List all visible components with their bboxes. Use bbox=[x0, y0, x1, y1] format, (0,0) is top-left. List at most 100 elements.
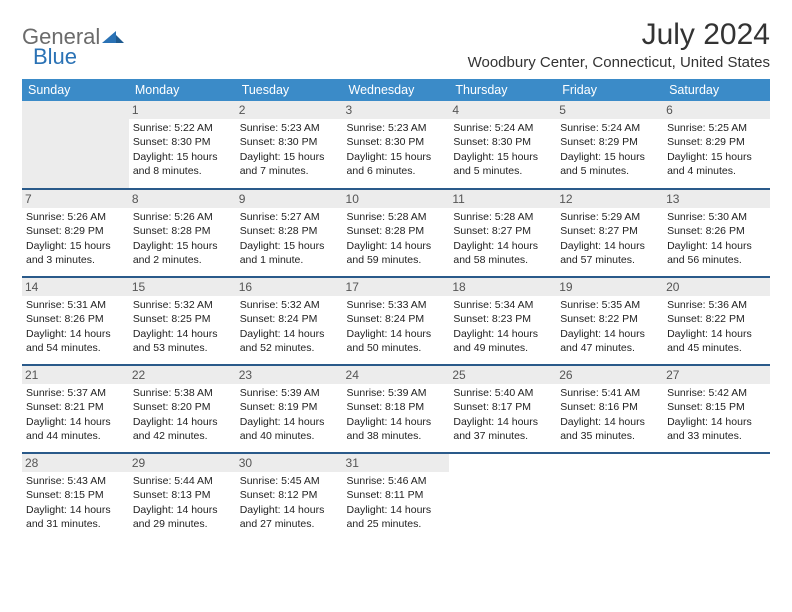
day-number: 29 bbox=[129, 454, 236, 472]
day-number: 15 bbox=[129, 278, 236, 296]
cell-text: and 5 minutes. bbox=[560, 164, 659, 178]
cell-text: Sunrise: 5:32 AM bbox=[240, 298, 339, 312]
cell-text: Daylight: 14 hours bbox=[667, 239, 766, 253]
cell-text: Sunrise: 5:36 AM bbox=[667, 298, 766, 312]
cell-text: Sunset: 8:30 PM bbox=[347, 135, 446, 149]
cell-text: and 58 minutes. bbox=[453, 253, 552, 267]
cell-text: Daylight: 14 hours bbox=[560, 327, 659, 341]
day-number: 3 bbox=[343, 101, 450, 119]
cell-text: Daylight: 14 hours bbox=[347, 415, 446, 429]
cell-text: and 6 minutes. bbox=[347, 164, 446, 178]
cell-text: Sunset: 8:27 PM bbox=[453, 224, 552, 238]
cell-text: Daylight: 15 hours bbox=[240, 150, 339, 164]
day-number: 4 bbox=[449, 101, 556, 119]
cell-text: Daylight: 14 hours bbox=[667, 327, 766, 341]
calendar-cell: 20 Sunrise: 5:36 AMSunset: 8:22 PMDayligh… bbox=[663, 277, 770, 365]
cell-text: Sunset: 8:23 PM bbox=[453, 312, 552, 326]
cell-text: and 5 minutes. bbox=[453, 164, 552, 178]
cell-text: Sunrise: 5:39 AM bbox=[240, 386, 339, 400]
cell-text: and 29 minutes. bbox=[133, 517, 232, 531]
cell-text: and 44 minutes. bbox=[26, 429, 125, 443]
cell-text: Sunset: 8:26 PM bbox=[26, 312, 125, 326]
cell-text: Sunrise: 5:30 AM bbox=[667, 210, 766, 224]
cell-text: and 8 minutes. bbox=[133, 164, 232, 178]
calendar-week-row: 1Sunrise: 5:22 AMSunset: 8:30 PMDaylight… bbox=[22, 101, 770, 189]
day-number: 20 bbox=[663, 278, 770, 296]
month-year: July 2024 bbox=[468, 18, 770, 52]
cell-text: and 1 minute. bbox=[240, 253, 339, 267]
day-number: 28 bbox=[22, 454, 129, 472]
calendar-cell: 7Sunrise: 5:26 AMSunset: 8:29 PMDaylight… bbox=[22, 189, 129, 277]
cell-text: Sunset: 8:29 PM bbox=[560, 135, 659, 149]
cell-text: Daylight: 14 hours bbox=[347, 239, 446, 253]
weekday-header: Saturday bbox=[663, 79, 770, 101]
cell-text: Daylight: 15 hours bbox=[133, 150, 232, 164]
cell-text: Daylight: 14 hours bbox=[240, 327, 339, 341]
cell-text: Sunrise: 5:29 AM bbox=[560, 210, 659, 224]
day-number: 1 bbox=[129, 101, 236, 119]
day-number: 9 bbox=[236, 190, 343, 208]
cell-text: Sunset: 8:25 PM bbox=[133, 312, 232, 326]
cell-text: Sunset: 8:28 PM bbox=[347, 224, 446, 238]
cell-text: and 2 minutes. bbox=[133, 253, 232, 267]
cell-text: and 40 minutes. bbox=[240, 429, 339, 443]
day-number: 24 bbox=[343, 366, 450, 384]
day-number: 27 bbox=[663, 366, 770, 384]
cell-text: Sunset: 8:15 PM bbox=[667, 400, 766, 414]
calendar-cell: 10Sunrise: 5:28 AMSunset: 8:28 PMDayligh… bbox=[343, 189, 450, 277]
day-number: 13 bbox=[663, 190, 770, 208]
cell-text: Daylight: 14 hours bbox=[560, 415, 659, 429]
cell-text: Sunset: 8:22 PM bbox=[667, 312, 766, 326]
weekday-header: Tuesday bbox=[236, 79, 343, 101]
day-number: 18 bbox=[449, 278, 556, 296]
cell-text: and 33 minutes. bbox=[667, 429, 766, 443]
cell-text: Sunrise: 5:23 AM bbox=[347, 121, 446, 135]
cell-text: Daylight: 14 hours bbox=[133, 327, 232, 341]
day-number: 21 bbox=[22, 366, 129, 384]
cell-text: Daylight: 14 hours bbox=[26, 415, 125, 429]
title-block: July 2024 Woodbury Center, Connecticut, … bbox=[468, 18, 770, 71]
day-number: 8 bbox=[129, 190, 236, 208]
calendar-cell: 17Sunrise: 5:33 AMSunset: 8:24 PMDayligh… bbox=[343, 277, 450, 365]
day-number: 7 bbox=[22, 190, 129, 208]
cell-text: Sunrise: 5:37 AM bbox=[26, 386, 125, 400]
calendar-cell: 19Sunrise: 5:35 AMSunset: 8:22 PMDayligh… bbox=[556, 277, 663, 365]
day-number: 23 bbox=[236, 366, 343, 384]
cell-text: Daylight: 14 hours bbox=[347, 327, 446, 341]
calendar-cell: 1Sunrise: 5:22 AMSunset: 8:30 PMDaylight… bbox=[129, 101, 236, 189]
cell-text: Sunrise: 5:41 AM bbox=[560, 386, 659, 400]
cell-text: Sunset: 8:27 PM bbox=[560, 224, 659, 238]
cell-text: Sunrise: 5:43 AM bbox=[26, 474, 125, 488]
calendar-cell: 11Sunrise: 5:28 AMSunset: 8:27 PMDayligh… bbox=[449, 189, 556, 277]
logo-text-blue: Blue bbox=[33, 44, 77, 70]
cell-text: and 31 minutes. bbox=[26, 517, 125, 531]
calendar-cell: 13Sunrise: 5:30 AMSunset: 8:26 PMDayligh… bbox=[663, 189, 770, 277]
weekday-header: Thursday bbox=[449, 79, 556, 101]
day-number: 10 bbox=[343, 190, 450, 208]
cell-text: Sunset: 8:21 PM bbox=[26, 400, 125, 414]
cell-text: and 57 minutes. bbox=[560, 253, 659, 267]
cell-text: and 50 minutes. bbox=[347, 341, 446, 355]
calendar-cell: 6Sunrise: 5:25 AMSunset: 8:29 PMDaylight… bbox=[663, 101, 770, 189]
cell-text: Daylight: 15 hours bbox=[133, 239, 232, 253]
calendar-cell: 5Sunrise: 5:24 AMSunset: 8:29 PMDaylight… bbox=[556, 101, 663, 189]
calendar-week-row: 14Sunrise: 5:31 AMSunset: 8:26 PMDayligh… bbox=[22, 277, 770, 365]
day-number: 5 bbox=[556, 101, 663, 119]
cell-text: Sunrise: 5:26 AM bbox=[133, 210, 232, 224]
location: Woodbury Center, Connecticut, United Sta… bbox=[468, 54, 770, 71]
cell-text: and 27 minutes. bbox=[240, 517, 339, 531]
cell-text: and 35 minutes. bbox=[560, 429, 659, 443]
cell-text: Sunrise: 5:24 AM bbox=[453, 121, 552, 135]
cell-text: Daylight: 15 hours bbox=[560, 150, 659, 164]
cell-text: Sunrise: 5:35 AM bbox=[560, 298, 659, 312]
calendar-cell: 22Sunrise: 5:38 AMSunset: 8:20 PMDayligh… bbox=[129, 365, 236, 453]
calendar-cell bbox=[556, 453, 663, 541]
cell-text: and 45 minutes. bbox=[667, 341, 766, 355]
calendar-cell: 26Sunrise: 5:41 AMSunset: 8:16 PMDayligh… bbox=[556, 365, 663, 453]
logo-arrow-icon bbox=[102, 27, 124, 48]
calendar-cell: 23Sunrise: 5:39 AMSunset: 8:19 PMDayligh… bbox=[236, 365, 343, 453]
cell-text: Daylight: 14 hours bbox=[667, 415, 766, 429]
cell-text: Sunrise: 5:39 AM bbox=[347, 386, 446, 400]
calendar-cell: 2Sunrise: 5:23 AMSunset: 8:30 PMDaylight… bbox=[236, 101, 343, 189]
calendar-cell: 8Sunrise: 5:26 AMSunset: 8:28 PMDaylight… bbox=[129, 189, 236, 277]
